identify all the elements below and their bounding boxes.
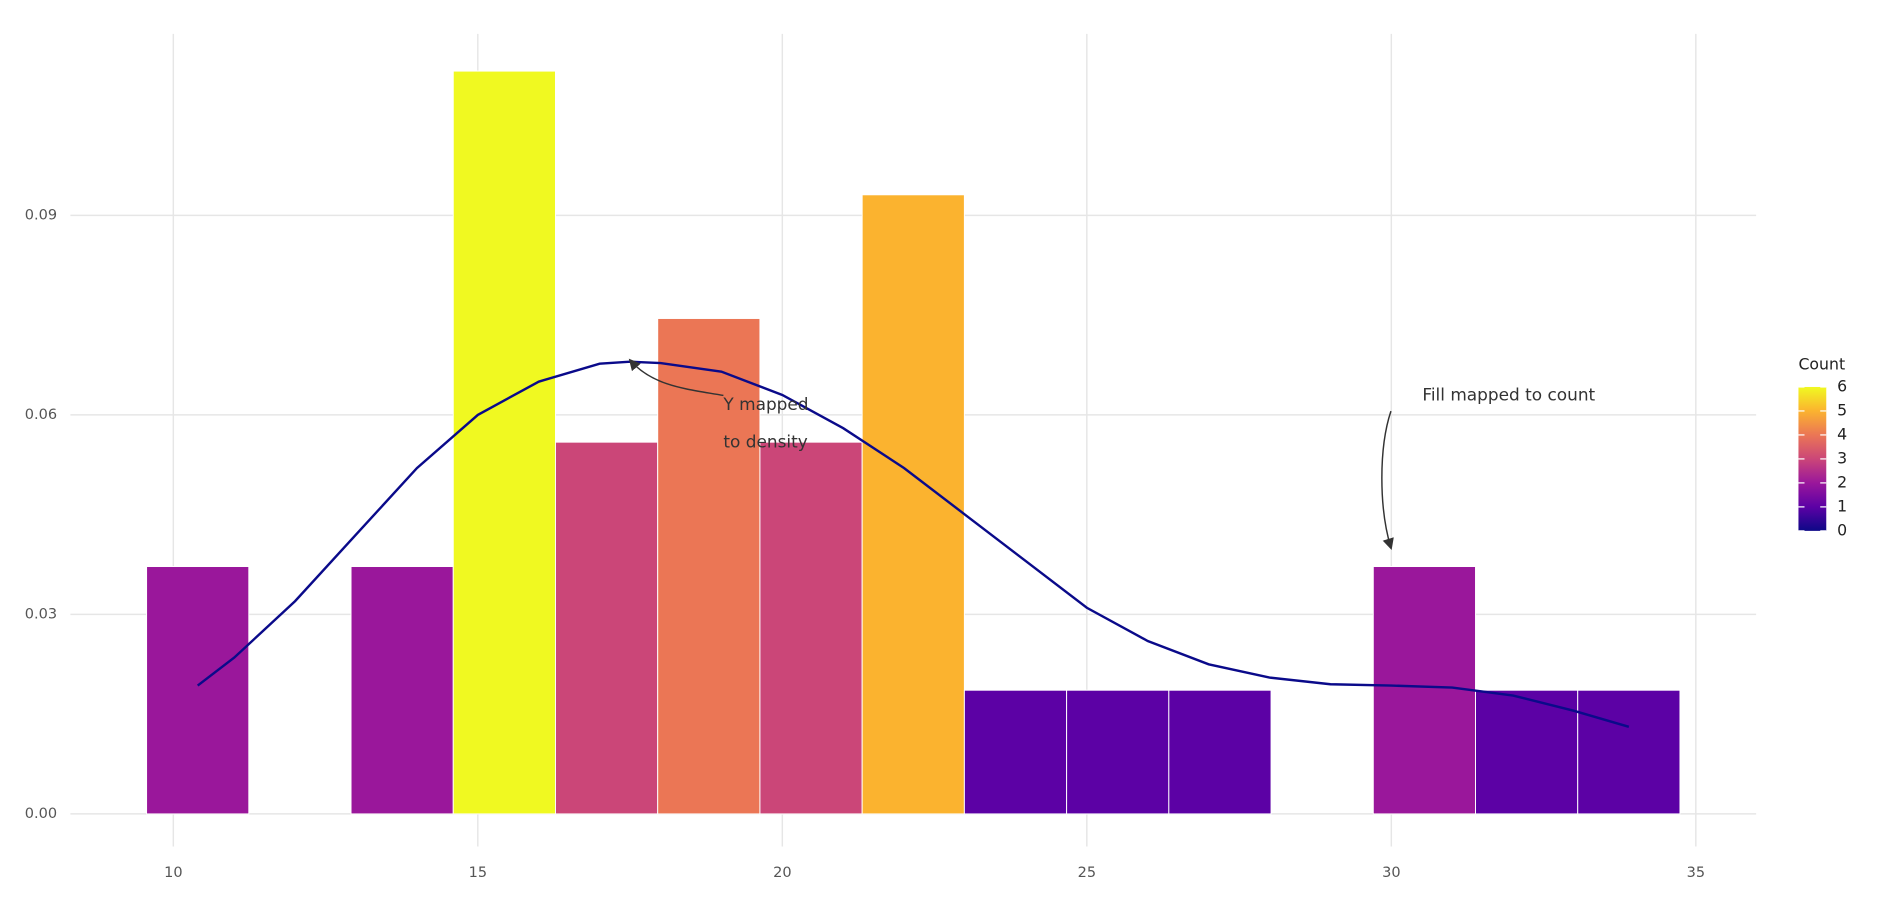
bar xyxy=(1372,566,1476,815)
x-tick-label: 30 xyxy=(1382,865,1400,881)
y-tick-label: 0.00 xyxy=(25,806,57,822)
bar xyxy=(861,194,965,815)
bar xyxy=(657,317,761,815)
bar xyxy=(452,70,556,815)
x-tick-label: 35 xyxy=(1687,865,1705,881)
x-tick-label: 15 xyxy=(469,865,487,881)
bar xyxy=(1577,689,1681,815)
legend-tick-label: 5 xyxy=(1837,400,1847,419)
bar xyxy=(1475,689,1579,815)
legend-tick-label: 6 xyxy=(1837,376,1847,395)
bar xyxy=(350,566,454,815)
annotation: Fill mapped to count xyxy=(1422,384,1595,404)
bar xyxy=(963,689,1068,815)
annotation: to density xyxy=(723,432,807,452)
bar xyxy=(1168,689,1272,815)
legend-tick-label: 1 xyxy=(1837,496,1847,515)
y-tick-label: 0.06 xyxy=(25,407,57,423)
annotation-arrow xyxy=(628,358,724,397)
density-curve xyxy=(196,360,1630,728)
y-tick-label: 0.03 xyxy=(25,606,57,622)
legend-tick-label: 0 xyxy=(1837,520,1847,539)
legend-tick-label: 3 xyxy=(1837,448,1847,467)
bar xyxy=(146,566,250,815)
bar xyxy=(554,441,659,815)
legend-tick-label: 2 xyxy=(1837,472,1847,491)
x-tick-label: 25 xyxy=(1078,865,1096,881)
annotation-arrow xyxy=(1381,410,1394,551)
bar xyxy=(1066,689,1170,815)
x-tick-label: 20 xyxy=(773,865,791,881)
legend-tick-label: 4 xyxy=(1837,424,1847,443)
bar xyxy=(759,441,863,815)
y-tick-label: 0.09 xyxy=(25,207,57,223)
x-tick-label: 10 xyxy=(164,865,182,881)
annotation: Y mapped xyxy=(722,394,808,414)
legend-title: Count xyxy=(1798,355,1845,374)
